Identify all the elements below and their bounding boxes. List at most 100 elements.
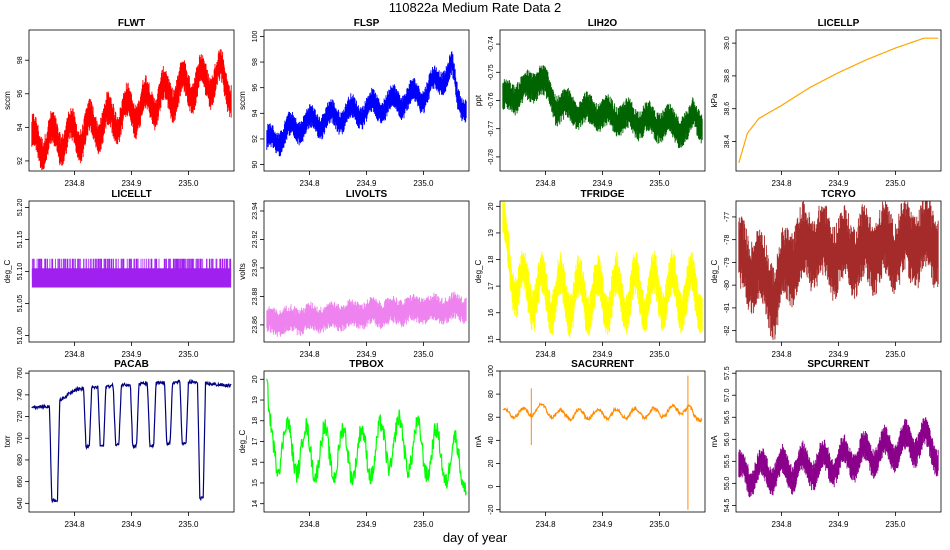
x-tick-label: 235.0 — [885, 520, 906, 529]
y-tick-label: 56.0 — [724, 432, 731, 446]
y-tick-label: -81 — [724, 303, 731, 313]
y-tick-label: -80 — [724, 280, 731, 290]
y-tick-label: -20 — [488, 505, 495, 515]
y-axis-label: torr — [3, 435, 12, 447]
y-tick-label: 92 — [252, 135, 259, 143]
y-tick-label: 57.0 — [724, 388, 731, 402]
x-tick-label: 234.9 — [592, 350, 613, 359]
panel-title: LIVOLTS — [346, 189, 388, 200]
y-tick-label: 23.94 — [252, 202, 259, 220]
series-tpbox — [266, 378, 467, 496]
y-axis-label: ppt — [474, 94, 483, 106]
x-tick-label: 235.0 — [413, 350, 434, 359]
y-tick-label: -0.77 — [488, 121, 495, 137]
y-tick-label: -0.74 — [488, 36, 495, 52]
data-band — [31, 49, 232, 170]
data-band — [738, 417, 939, 498]
series-tcryo — [738, 201, 939, 340]
y-axis-label: sccm — [238, 91, 247, 110]
series-spcurrent — [738, 417, 939, 498]
plot-frame — [499, 370, 706, 513]
y-tick-label: 18 — [252, 417, 259, 425]
x-tick-label: 234.8 — [536, 179, 557, 188]
y-tick-label: 760 — [17, 367, 24, 379]
panel-title: FLSP — [354, 18, 380, 29]
y-tick-label: 19 — [252, 396, 259, 404]
data-band — [502, 65, 703, 149]
panel-licellt: LICELLT deg_C 234.8 234.9 235.0 51.00 51.05 51.… — [3, 189, 235, 359]
panel-title: LICELLT — [111, 189, 151, 200]
plot-frame — [263, 370, 470, 513]
common-x-axis-label: day of year — [442, 530, 508, 545]
y-axis-label: deg_C — [710, 259, 719, 283]
y-tick-label: 0 — [488, 485, 495, 489]
series-sacurrent — [502, 375, 703, 510]
data-line — [738, 37, 939, 163]
y-tick-label: 23.88 — [252, 288, 259, 306]
x-tick-label: 235.0 — [649, 520, 670, 529]
y-axis-label: kPa — [710, 93, 719, 107]
y-tick-label: 98 — [252, 58, 259, 66]
data-band — [738, 201, 939, 340]
x-tick-label: 235.0 — [178, 520, 199, 529]
x-tick-label: 235.0 — [413, 179, 434, 188]
y-tick-label: 17 — [252, 438, 259, 446]
panel-title: SACURRENT — [571, 359, 634, 370]
y-tick-label: 55.5 — [724, 454, 731, 468]
y-tick-label: 100 — [252, 30, 259, 42]
x-tick-label: 235.0 — [413, 520, 434, 529]
y-tick-label: -0.76 — [488, 92, 495, 108]
y-tick-label: 23.90 — [252, 259, 259, 277]
series-flwt — [31, 49, 232, 170]
y-tick-label: 100 — [488, 365, 495, 377]
y-tick-label: -0.75 — [488, 64, 495, 80]
y-tick-label: 20 — [488, 202, 495, 210]
x-tick-label: 234.8 — [65, 520, 86, 529]
x-tick-label: 234.9 — [121, 520, 142, 529]
y-tick-label: 55.0 — [724, 476, 731, 490]
panel-title: FLWT — [118, 18, 145, 29]
y-tick-label: 16 — [488, 309, 495, 317]
y-axis-label: volts — [238, 263, 247, 279]
x-tick-label: 234.9 — [592, 520, 613, 529]
panel-spcurrent: SPCURRENT mA 234.8 234.9 235.0 54.5 55.0 55.5 56… — [710, 359, 942, 529]
x-tick-label: 234.8 — [300, 520, 321, 529]
y-tick-label: 680 — [17, 454, 24, 466]
y-tick-label: -82 — [724, 325, 731, 335]
x-tick-label: 235.0 — [649, 350, 670, 359]
panel-pacab: PACAB torr 234.8 234.9 235.0 640 660 680 700 720 7… — [3, 359, 235, 529]
series-lih2o — [502, 65, 703, 149]
x-tick-label: 234.8 — [65, 350, 86, 359]
data-spikes — [31, 258, 232, 278]
y-tick-label: 92 — [17, 157, 24, 165]
x-tick-label: 234.9 — [828, 350, 849, 359]
x-tick-label: 235.0 — [178, 179, 199, 188]
panel-title: SPCURRENT — [807, 359, 869, 370]
y-tick-label: 96 — [17, 90, 24, 98]
x-tick-label: 234.8 — [65, 179, 86, 188]
y-tick-label: 38.4 — [724, 135, 731, 149]
y-tick-label: 98 — [17, 56, 24, 64]
series-livolts — [266, 291, 467, 337]
panel-lih2o: LIH2O ppt 234.8 234.9 235.0 -0.78 -0.77 -0.76 -0… — [474, 18, 706, 188]
x-tick-label: 234.9 — [356, 520, 377, 529]
x-tick-label: 235.0 — [885, 179, 906, 188]
panel-title: LIH2O — [588, 18, 618, 29]
panel-title: TCRYO — [821, 189, 856, 200]
series-licellt — [31, 258, 232, 288]
x-tick-label: 235.0 — [649, 179, 670, 188]
panel-tpbox: TPBOX deg_C 234.8 234.9 235.0 14 15 16 17 18 19 20 — [238, 359, 470, 529]
x-tick-label: 234.8 — [772, 350, 793, 359]
y-tick-label: 40 — [488, 436, 495, 444]
y-tick-label: 51.15 — [17, 231, 24, 249]
y-tick-label: 700 — [17, 432, 24, 444]
y-tick-label: -79 — [724, 257, 731, 267]
y-tick-label: 38.6 — [724, 102, 731, 116]
data-line — [502, 402, 703, 423]
panel-sacurrent: SACURRENT mA 234.8 234.9 235.0 -20 0 20 40 60 80 10… — [474, 359, 706, 529]
y-axis-label: mA — [474, 435, 483, 448]
y-axis-label: mA — [710, 435, 719, 448]
y-tick-label: 15 — [488, 335, 495, 343]
panel-tcryo: TCRYO deg_C 234.8 234.9 235.0 -82 -81 -80 -79 -78… — [710, 189, 942, 359]
